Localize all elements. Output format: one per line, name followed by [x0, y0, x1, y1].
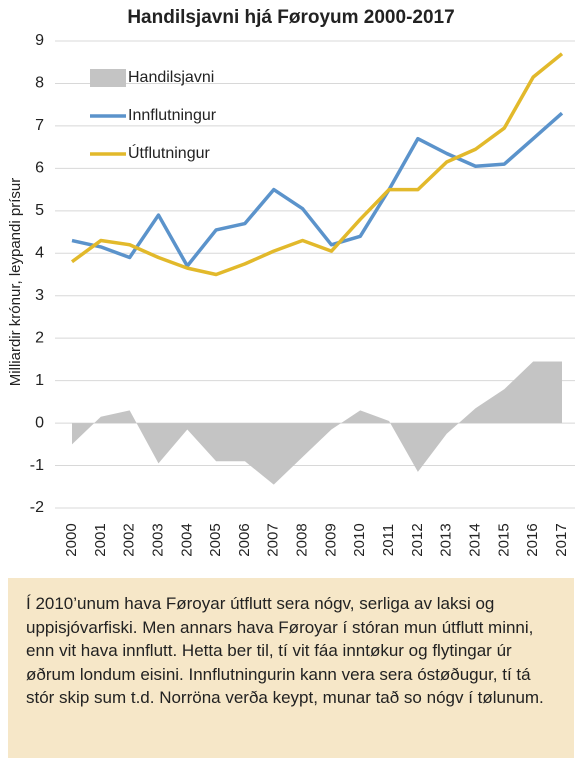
legend-label: Innflutningur	[128, 107, 217, 124]
x-tick-label: 2002	[121, 523, 138, 556]
x-tick-label: 2012	[409, 523, 426, 556]
legend-label: Handilsjavni	[128, 69, 214, 86]
x-tick-label: 2005	[207, 523, 224, 556]
y-tick-label: 3	[35, 287, 44, 304]
x-tick-label: 2015	[495, 523, 512, 556]
x-tick-label: 2010	[351, 523, 368, 556]
y-axis-label: Milliardir krónur, leypandi prísur	[7, 178, 24, 386]
line	[70, 52, 564, 277]
line	[71, 111, 564, 268]
x-tick-label: 2004	[178, 523, 195, 556]
x-tick-label: 2009	[322, 523, 339, 556]
legend-swatch	[90, 69, 126, 87]
x-tick-label: 2008	[294, 523, 311, 556]
legend-label: Útflutningur	[128, 143, 210, 162]
y-tick-label: 9	[35, 32, 44, 49]
x-tick-label: 2001	[92, 523, 109, 556]
x-tick-label: 2000	[63, 523, 80, 556]
x-tick-label: 2006	[236, 523, 253, 556]
y-tick-label: 6	[35, 160, 44, 177]
x-tick-label: 2007	[265, 523, 282, 556]
y-tick-label: 7	[35, 117, 44, 134]
y-tick-label: -2	[30, 499, 44, 516]
y-tick-label: 8	[35, 75, 44, 92]
y-tick-label: 5	[35, 202, 44, 219]
y-tick-label: 4	[35, 244, 44, 261]
x-tick-label: 2017	[553, 523, 570, 556]
x-tick-label: 2014	[466, 523, 483, 556]
y-tick-label: -1	[30, 457, 44, 474]
y-tick-label: 1	[35, 372, 44, 389]
x-tick-label: 2003	[149, 523, 166, 556]
y-tick-label: 2	[35, 329, 44, 346]
x-tick-label: 2016	[524, 523, 541, 556]
area	[72, 361, 562, 485]
x-tick-label: 2013	[438, 523, 455, 556]
caption: Í 2010’unum hava Føroyar útflutt sera nó…	[8, 578, 574, 758]
chart-title: Handilsjavni hjá Føroyum 2000-2017	[127, 7, 454, 28]
x-tick-label: 2011	[380, 524, 397, 556]
chart: Handilsjavni hjá Føroyum 2000-2017 Milli…	[7, 7, 575, 557]
y-tick-label: 0	[35, 414, 44, 431]
